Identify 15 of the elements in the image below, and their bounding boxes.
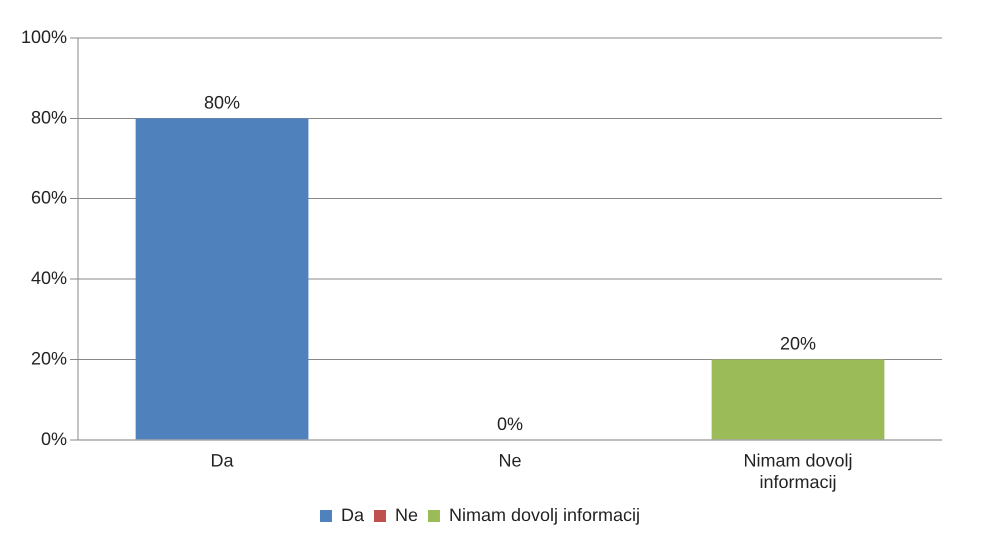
legend-label: Da [340, 504, 365, 525]
y-tick-label: 20% [31, 348, 68, 368]
data-label: 80% [204, 92, 240, 112]
y-tick-label: 40% [31, 268, 68, 288]
legend-label: Nimam dovolj informacij [448, 504, 640, 525]
y-tick-label: 60% [31, 188, 68, 208]
legend-label: Ne [394, 504, 418, 525]
y-tick-label: 0% [41, 428, 68, 449]
x-tick-label: Nimam dovolj informacij [743, 450, 853, 492]
data-label: 0% [497, 414, 524, 434]
x-tick-label: Ne [498, 450, 522, 471]
data-label: 20% [780, 333, 816, 354]
y-tick-label: 100% [20, 26, 68, 47]
x-tick-label: Da [210, 450, 235, 471]
y-tick-label: 80% [31, 107, 68, 128]
